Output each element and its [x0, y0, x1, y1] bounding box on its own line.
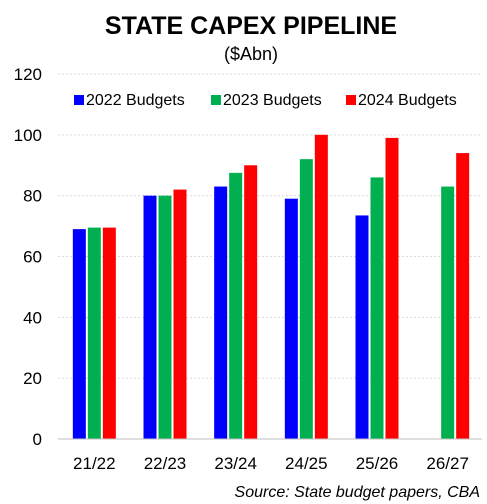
chart-subtitle: ($Abn): [224, 44, 278, 64]
x-tick-label: 26/27: [426, 454, 469, 473]
bar-23-24-2022-budgets: [214, 186, 228, 439]
y-tick-label: 80: [23, 187, 42, 206]
legend-swatch: [346, 95, 356, 105]
bar-21-22-2024-budgets: [102, 227, 116, 439]
bar-22-23-2022-budgets: [143, 195, 157, 439]
legend-label: 2022 Budgets: [86, 92, 185, 109]
legend-label: 2024 Budgets: [358, 92, 457, 109]
bar-21-22-2022-budgets: [72, 229, 86, 439]
bar-21-22-2023-budgets: [87, 227, 101, 439]
x-tick-label: 21/22: [73, 454, 116, 473]
x-tick-label: 25/26: [356, 454, 399, 473]
bar-24-25-2022-budgets: [284, 198, 298, 439]
bar-24-25-2023-budgets: [299, 159, 313, 439]
gridlines: [58, 73, 482, 379]
bars: [72, 134, 470, 440]
legend-swatch: [211, 95, 221, 105]
bar-22-23-2023-budgets: [158, 195, 172, 439]
bar-25-26-2022-budgets: [355, 215, 369, 439]
y-tick-label: 60: [23, 248, 42, 267]
y-tick-label: 0: [33, 430, 42, 449]
bar-26-27-2023-budgets: [441, 186, 455, 439]
legend: 2022 Budgets 2023 Budgets 2024 Budgets: [74, 92, 457, 109]
source-note: Source: State budget papers, CBA: [235, 484, 480, 501]
y-tick-label: 100: [14, 126, 42, 145]
x-tick-label: 22/23: [144, 454, 187, 473]
x-tick-label: 23/24: [214, 454, 257, 473]
bar-25-26-2023-budgets: [370, 177, 384, 439]
bar-25-26-2024-budgets: [385, 137, 399, 439]
legend-swatch: [74, 95, 84, 105]
y-tick-label: 120: [14, 65, 42, 84]
y-tick-label: 20: [23, 369, 42, 388]
y-axis-ticks: 0 20 40 60 80 100 120: [14, 65, 42, 449]
y-tick-label: 40: [23, 308, 42, 327]
bar-23-24-2024-budgets: [244, 165, 258, 439]
x-tick-label: 24/25: [285, 454, 328, 473]
legend-label: 2023 Budgets: [223, 92, 322, 109]
bar-26-27-2024-budgets: [456, 153, 470, 440]
x-axis-ticks: 21/22 22/23 23/24 24/25 25/26 26/27: [73, 454, 469, 473]
chart-title: STATE CAPEX PIPELINE: [105, 12, 397, 40]
bar-22-23-2024-budgets: [173, 189, 187, 439]
bar-24-25-2024-budgets: [314, 134, 328, 440]
bar-23-24-2023-budgets: [229, 172, 243, 439]
